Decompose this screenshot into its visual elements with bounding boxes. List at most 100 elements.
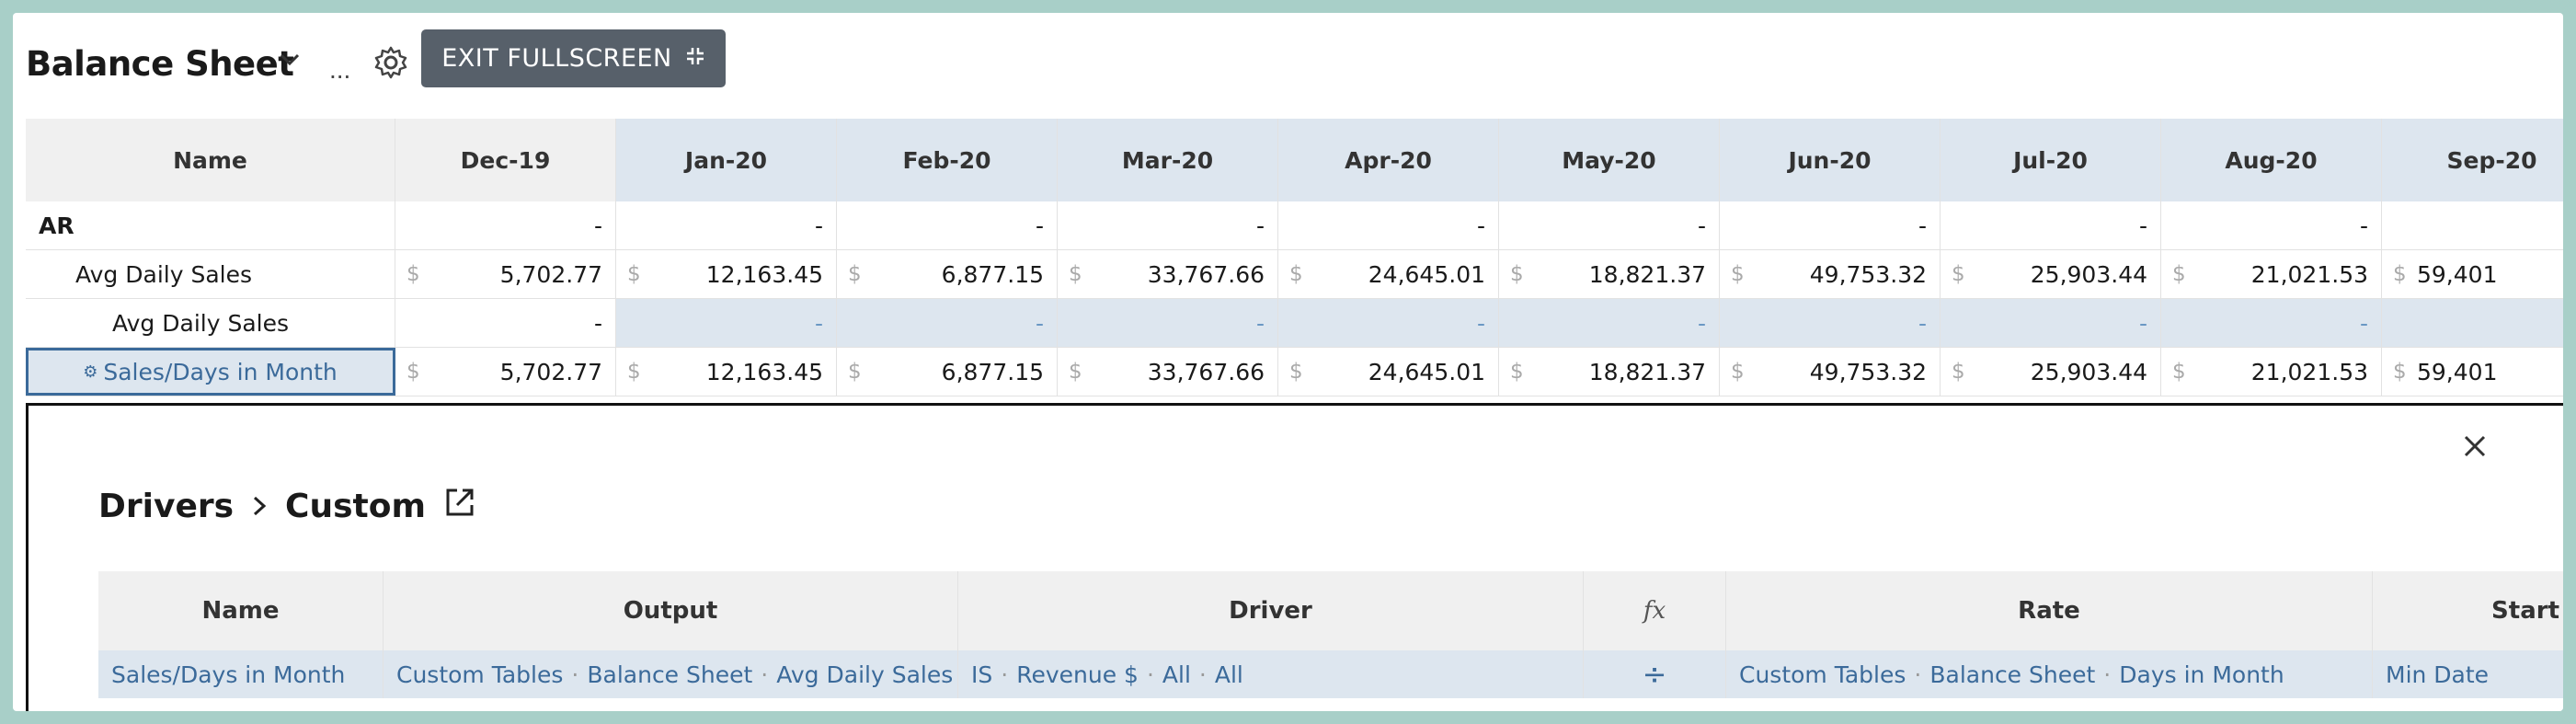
more-menu-button[interactable]: ... — [329, 55, 351, 84]
column-header-rate[interactable]: Rate — [1726, 571, 2373, 650]
value-text: - — [1918, 309, 1927, 337]
value-cell[interactable]: $18,821.37 — [1499, 250, 1720, 298]
value-cell[interactable]: $49,753.32 — [1720, 250, 1941, 298]
value-cell[interactable] — [2382, 201, 2563, 249]
value-cell[interactable]: - — [616, 201, 837, 249]
value-cell[interactable] — [2382, 299, 2563, 347]
value-text: - — [1697, 309, 1706, 337]
currency-symbol: $ — [627, 262, 641, 286]
value-text: 59,401 — [2417, 358, 2498, 385]
separator-dot: · — [1001, 661, 1009, 688]
column-header[interactable]: Dec-19 — [395, 119, 616, 201]
value-cell[interactable]: - — [837, 299, 1058, 347]
row-name: Sales/Days in Month — [103, 358, 338, 385]
driver-part: IS — [971, 661, 993, 688]
value-text: - — [2359, 309, 2368, 337]
column-header-name[interactable]: Name — [98, 571, 384, 650]
value-cell[interactable]: - — [837, 201, 1058, 249]
value-cell[interactable]: - — [1058, 299, 1278, 347]
driver-part: All — [1162, 661, 1191, 688]
value-cell[interactable]: $12,163.45 — [616, 250, 837, 298]
separator-dot: · — [1198, 661, 1207, 688]
value-cell[interactable]: - — [1499, 201, 1720, 249]
column-header-start[interactable]: Start — [2373, 571, 2563, 650]
table-row: ⚙ Sales/Days in Month $5,702.77 $12,163.… — [26, 348, 2563, 396]
value-cell[interactable]: - — [1058, 201, 1278, 249]
value-text: 25,903.44 — [2030, 260, 2147, 288]
value-cell[interactable]: - — [2161, 201, 2382, 249]
column-header[interactable]: May-20 — [1499, 119, 1720, 201]
value-cell[interactable]: $12,163.45 — [616, 348, 837, 396]
row-name[interactable]: Avg Daily Sales — [26, 250, 395, 298]
driver-part: Revenue $ — [1016, 661, 1139, 688]
column-header[interactable]: Feb-20 — [837, 119, 1058, 201]
value-cell[interactable]: $25,903.44 — [1941, 348, 2161, 396]
column-header[interactable]: Sep-20 — [2382, 119, 2563, 201]
value-text: - — [1035, 309, 1044, 337]
value-cell[interactable]: $5,702.77 — [395, 348, 616, 396]
value-cell[interactable]: - — [1720, 201, 1941, 249]
value-cell[interactable]: - — [1941, 201, 2161, 249]
column-header[interactable]: Aug-20 — [2161, 119, 2382, 201]
table-row: AR - - - - - - - - - — [26, 201, 2563, 250]
column-header-fx[interactable]: fx — [1584, 571, 1726, 650]
row-name[interactable]: Avg Daily Sales — [26, 299, 395, 347]
breadcrumb-drivers[interactable]: Drivers — [98, 488, 235, 525]
value-cell[interactable]: $24,645.01 — [1278, 250, 1499, 298]
value-cell[interactable]: $25,903.44 — [1941, 250, 2161, 298]
driver-start[interactable]: Min Date — [2373, 650, 2563, 698]
value-cell[interactable]: - — [2161, 299, 2382, 347]
currency-symbol: $ — [2172, 360, 2186, 384]
value-cell[interactable]: - — [1941, 299, 2161, 347]
value-cell[interactable]: $33,767.66 — [1058, 348, 1278, 396]
column-header[interactable]: Jul-20 — [1941, 119, 2161, 201]
driver-rate[interactable]: Custom Tables · Balance Sheet · Days in Mo… — [1726, 650, 2373, 698]
value-cell[interactable]: - — [616, 299, 837, 347]
value-cell[interactable]: - — [395, 299, 616, 347]
value-cell[interactable]: $33,767.66 — [1058, 250, 1278, 298]
column-header[interactable]: Apr-20 — [1278, 119, 1499, 201]
value-text: 49,753.32 — [1809, 358, 1927, 385]
value-text: 49,753.32 — [1809, 260, 1927, 288]
column-header[interactable]: Jan-20 — [616, 119, 837, 201]
value-cell[interactable]: - — [1720, 299, 1941, 347]
value-cell[interactable]: $6,877.15 — [837, 250, 1058, 298]
divide-operator[interactable]: ÷ — [1584, 650, 1726, 698]
driver-output[interactable]: Custom Tables · Balance Sheet · Avg Daily … — [384, 650, 958, 698]
external-link-icon[interactable] — [442, 485, 477, 528]
value-cell[interactable]: - — [1278, 201, 1499, 249]
exit-fullscreen-button[interactable]: EXIT FULLSCREEN — [421, 29, 726, 87]
column-header[interactable]: Jun-20 — [1720, 119, 1941, 201]
currency-symbol: $ — [1069, 262, 1082, 286]
column-header[interactable]: Mar-20 — [1058, 119, 1278, 201]
value-cell[interactable]: - — [1278, 299, 1499, 347]
value-text: 12,163.45 — [705, 358, 823, 385]
value-cell[interactable]: $21,021.53 — [2161, 348, 2382, 396]
value-cell[interactable]: $21,021.53 — [2161, 250, 2382, 298]
currency-symbol: $ — [1731, 262, 1745, 286]
driver-driver[interactable]: IS · Revenue $ · All · All — [958, 650, 1584, 698]
column-header-name[interactable]: Name — [26, 119, 395, 201]
driver-name[interactable]: Sales/Days in Month — [98, 650, 384, 698]
row-name[interactable]: AR — [26, 201, 395, 249]
value-text: 18,821.37 — [1588, 260, 1706, 288]
value-cell[interactable]: $59,401 — [2382, 348, 2563, 396]
currency-symbol: $ — [2393, 360, 2407, 384]
value-cell[interactable]: $6,877.15 — [837, 348, 1058, 396]
value-cell[interactable]: $24,645.01 — [1278, 348, 1499, 396]
value-cell[interactable]: - — [395, 201, 616, 249]
value-cell[interactable]: - — [1499, 299, 1720, 347]
column-header-driver[interactable]: Driver — [958, 571, 1584, 650]
chevron-right-icon — [250, 488, 269, 525]
gear-icon[interactable] — [372, 44, 409, 86]
value-cell[interactable]: $59,401 — [2382, 250, 2563, 298]
row-name-selected[interactable]: ⚙ Sales/Days in Month — [26, 348, 395, 396]
rate-part: Custom Tables — [1739, 661, 1906, 688]
close-icon[interactable] — [2462, 433, 2488, 464]
chevron-down-icon[interactable] — [278, 52, 302, 73]
value-cell[interactable]: $49,753.32 — [1720, 348, 1941, 396]
value-cell[interactable]: $18,821.37 — [1499, 348, 1720, 396]
value-cell[interactable]: $5,702.77 — [395, 250, 616, 298]
value-text: 25,903.44 — [2030, 358, 2147, 385]
column-header-output[interactable]: Output — [384, 571, 958, 650]
